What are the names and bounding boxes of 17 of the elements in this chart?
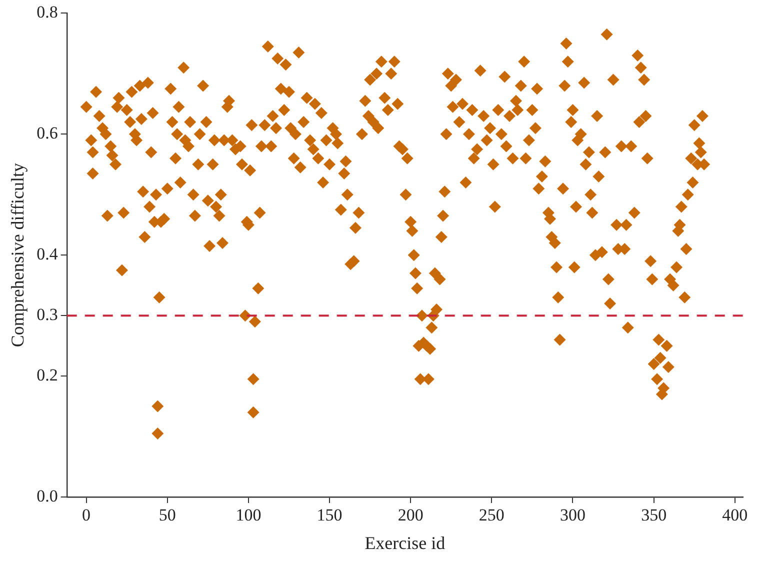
y-tick-label: 0.6 [36, 124, 58, 143]
y-tick-label: 0.3 [36, 305, 58, 324]
x-tick-label: 250 [478, 506, 504, 525]
y-tick-label: 0.2 [36, 366, 58, 385]
x-tick-label: 200 [398, 506, 424, 525]
y-tick-label: 0.4 [36, 244, 58, 264]
x-tick-label: 100 [236, 506, 262, 525]
x-tick-label: 400 [722, 506, 748, 525]
y-axis-title: Comprehensive difficulty [8, 163, 28, 348]
x-axis-title: Exercise id [364, 532, 446, 553]
y-tick-label: 0.8 [36, 2, 58, 22]
x-tick-label: 0 [82, 506, 91, 525]
x-tick-label: 350 [641, 506, 667, 525]
x-tick-label: 300 [560, 506, 586, 525]
x-tick-label: 50 [158, 506, 176, 525]
x-tick-label: 150 [316, 506, 342, 525]
y-tick-label: 0.0 [36, 486, 58, 506]
